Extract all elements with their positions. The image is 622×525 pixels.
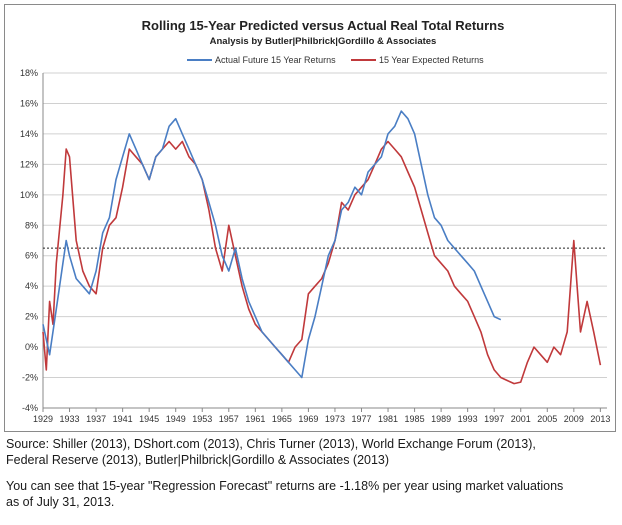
x-tick-label: 1989 xyxy=(431,414,451,424)
x-tick-label: 1933 xyxy=(60,414,80,424)
x-tick-label: 1941 xyxy=(113,414,133,424)
chart-subtitle: Analysis by Butler|Philbrick|Gordillo & … xyxy=(210,36,437,47)
y-tick-label: 0% xyxy=(25,342,38,352)
grid-layer xyxy=(43,72,607,409)
series-layer xyxy=(42,110,602,385)
x-tick-label: 1969 xyxy=(298,414,318,424)
note-line-1: You can see that 15-year "Regression For… xyxy=(6,479,564,493)
x-tick-label: 1957 xyxy=(219,414,239,424)
y-tick-label: 2% xyxy=(25,312,38,322)
axis-layer: -4% -2% 0% 2% 4% 6% 8% 10% 12% 14% 16% 18% 1929 1933 1… xyxy=(20,68,610,424)
y-tick-label: 4% xyxy=(25,281,38,291)
source-line-1: Source: Shiller (2013), DShort.com (2013… xyxy=(6,437,536,451)
x-tick-label: 1953 xyxy=(192,414,212,424)
chart-svg: Rolling 15-Year Predicted versus Actual … xyxy=(20,18,610,424)
chart-title: Rolling 15-Year Predicted versus Actual … xyxy=(142,18,505,33)
caption: Source: Shiller (2013), DShort.com (2013… xyxy=(6,436,616,510)
y-tick-label: -2% xyxy=(22,373,38,383)
x-tick-label: 1961 xyxy=(245,414,265,424)
legend: Actual Future 15 Year Returns 15 Year Ex… xyxy=(187,55,484,65)
caption-spacer xyxy=(6,468,616,478)
x-tick-label: 1977 xyxy=(351,414,371,424)
x-tick-label: 1949 xyxy=(166,414,186,424)
series-line-expected xyxy=(42,140,602,385)
x-tick-label: 2001 xyxy=(511,414,531,424)
x-tick-label: 1993 xyxy=(458,414,478,424)
x-tick-label: 2013 xyxy=(590,414,610,424)
x-tick-label: 1981 xyxy=(378,414,398,424)
y-tick-label: 12% xyxy=(20,159,38,169)
x-tick-label: 1929 xyxy=(33,414,53,424)
x-tick-label: 1965 xyxy=(272,414,292,424)
x-tick-label: 1997 xyxy=(484,414,504,424)
x-tick-label: 2005 xyxy=(537,414,557,424)
y-tick-label: 10% xyxy=(20,190,38,200)
y-tick-label: 6% xyxy=(25,251,38,261)
y-tick-label: 18% xyxy=(20,68,38,78)
y-tick-label: 16% xyxy=(20,98,38,108)
source-line-2: Federal Reserve (2013), Butler|Philbrick… xyxy=(6,453,390,467)
legend-label-expected: 15 Year Expected Returns xyxy=(379,55,484,65)
series-line-actual xyxy=(42,110,502,379)
x-tick-label: 1973 xyxy=(325,414,345,424)
x-tick-label: 2009 xyxy=(564,414,584,424)
y-tick-label: 14% xyxy=(20,129,38,139)
chart-frame: Rolling 15-Year Predicted versus Actual … xyxy=(4,4,616,432)
y-tick-label: 8% xyxy=(25,220,38,230)
x-tick-label: 1945 xyxy=(139,414,159,424)
y-tick-label: -4% xyxy=(22,403,38,413)
x-tick-label: 1985 xyxy=(405,414,425,424)
x-tick-label: 1937 xyxy=(86,414,106,424)
note-line-2: as of July 31, 2013. xyxy=(6,495,115,509)
legend-label-actual: Actual Future 15 Year Returns xyxy=(215,55,336,65)
